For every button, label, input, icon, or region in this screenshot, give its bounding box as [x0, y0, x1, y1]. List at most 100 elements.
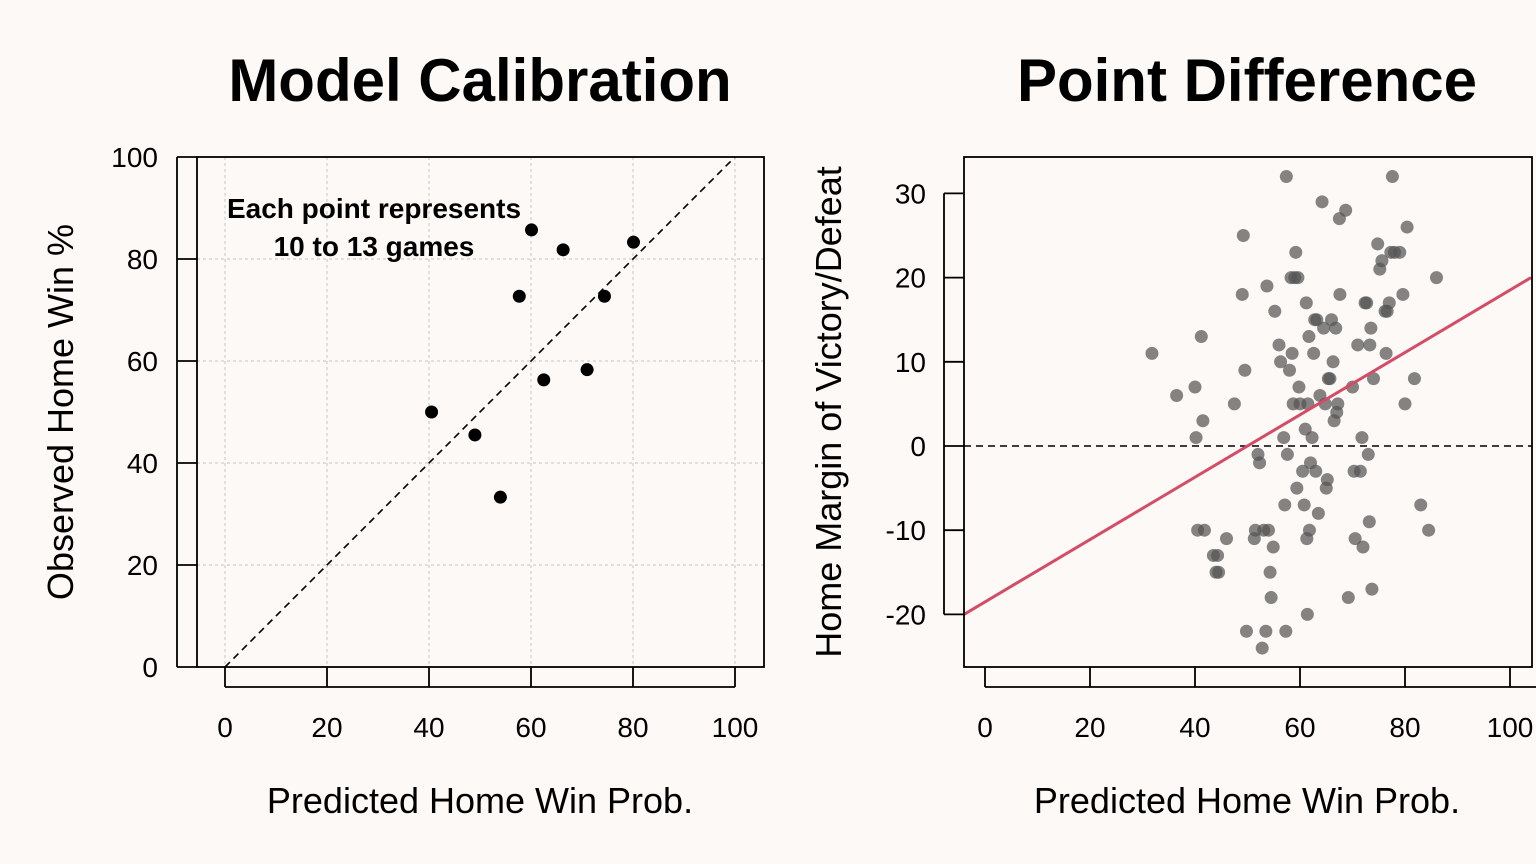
margin-point	[1145, 346, 1159, 360]
margin-point	[1274, 355, 1288, 369]
calibration-reference-line	[224, 156, 736, 668]
margin-point	[1382, 296, 1396, 310]
margin-point	[1290, 481, 1304, 495]
y-tick-label: -20	[886, 599, 926, 630]
calibration-point	[425, 405, 439, 419]
margin-point	[1400, 220, 1414, 234]
margin-point	[1292, 380, 1306, 394]
margin-point	[1235, 287, 1249, 301]
calibration-point	[512, 289, 526, 303]
calibration-points	[425, 223, 641, 504]
y-tick-label: 20	[127, 550, 158, 581]
margin-point	[1361, 447, 1375, 461]
margin-point	[1341, 591, 1355, 605]
regression-fit-line	[963, 276, 1532, 616]
margin-point	[1299, 296, 1313, 310]
margin-point	[1339, 203, 1353, 217]
margin-point	[1300, 607, 1314, 621]
margin-point	[1253, 456, 1267, 470]
margin-point	[1259, 624, 1273, 638]
margin-point	[1238, 363, 1252, 377]
point-difference-panel: Point Difference 0 20 40 60 80 100 -20 -10 0 10 2…	[808, 47, 1536, 821]
margin-point	[1239, 624, 1253, 638]
point-difference-y-axis: -20 -10 0 10 20 30	[886, 178, 964, 630]
y-tick-label: 20	[895, 263, 926, 294]
y-tick-label: 0	[910, 431, 926, 462]
margin-point	[1356, 540, 1370, 554]
margin-point	[1326, 355, 1340, 369]
x-tick-label: 60	[515, 712, 546, 743]
margin-point	[1307, 346, 1321, 360]
calibration-y-axis: 0 20 40 60 80 100	[111, 142, 197, 683]
margin-point	[1430, 271, 1443, 285]
margin-point	[1297, 498, 1311, 512]
calibration-panel: Model Calibration 0 20 40 60 80 100 0 20 40 60 80…	[40, 47, 765, 821]
margin-point	[1385, 170, 1399, 184]
margin-point	[1262, 523, 1275, 537]
margin-point	[1272, 338, 1286, 352]
y-tick-label: 80	[127, 244, 158, 275]
margin-point	[1355, 431, 1369, 445]
point-difference-title: Point Difference	[1017, 47, 1477, 114]
margin-point	[1302, 330, 1316, 344]
margin-point	[1197, 523, 1211, 537]
margin-point	[1396, 287, 1410, 301]
margin-point	[1407, 372, 1421, 386]
y-tick-label: -10	[886, 515, 926, 546]
margin-point	[1291, 271, 1305, 285]
calibration-point	[468, 428, 482, 442]
y-tick-label: 30	[895, 178, 926, 209]
x-tick-label: 20	[311, 712, 342, 743]
x-tick-label: 100	[1487, 712, 1534, 743]
margin-point	[1302, 523, 1316, 537]
y-tick-label: 100	[111, 142, 158, 173]
margin-point	[1393, 245, 1407, 259]
x-tick-label: 0	[977, 712, 993, 743]
margin-point	[1333, 287, 1347, 301]
calibration-point	[627, 235, 641, 249]
margin-point	[1279, 624, 1293, 638]
margin-point	[1296, 464, 1310, 478]
point-difference-x-axis: 0 20 40 60 80 100	[977, 667, 1536, 743]
margin-point	[1278, 498, 1292, 512]
margin-point	[1371, 237, 1385, 251]
margin-point	[1365, 582, 1379, 596]
margin-point	[1379, 346, 1393, 360]
margin-point	[1364, 321, 1378, 335]
point-difference-points	[1145, 170, 1443, 655]
margin-point	[1311, 506, 1325, 520]
margin-point	[1283, 363, 1296, 377]
y-tick-label: 60	[127, 346, 158, 377]
x-tick-label: 60	[1284, 712, 1315, 743]
x-tick-label: 80	[1389, 712, 1420, 743]
margin-point	[1260, 279, 1274, 293]
margin-point	[1280, 447, 1294, 461]
margin-point	[1194, 330, 1208, 344]
x-tick-label: 40	[413, 712, 444, 743]
margin-point	[1268, 304, 1282, 318]
calibration-plot-frame	[196, 156, 765, 668]
y-tick-label: 40	[127, 448, 158, 479]
margin-point	[1266, 540, 1280, 554]
margin-point	[1212, 565, 1226, 579]
calibration-x-axis: 0 20 40 60 80 100	[217, 667, 758, 743]
margin-point	[1414, 498, 1428, 512]
margin-point	[1348, 532, 1362, 546]
margin-point	[1220, 532, 1233, 546]
point-difference-plot-frame	[963, 156, 1533, 668]
calibration-y-label: Observed Home Win %	[40, 224, 81, 600]
margin-point	[1279, 170, 1293, 184]
margin-point	[1189, 431, 1203, 445]
calibration-title: Model Calibration	[228, 47, 731, 114]
x-tick-label: 100	[712, 712, 759, 743]
margin-point	[1422, 523, 1436, 537]
x-tick-label: 40	[1179, 712, 1210, 743]
calibration-x-label: Predicted Home Win Prob.	[267, 780, 693, 821]
x-tick-label: 0	[217, 712, 233, 743]
y-tick-label: 10	[895, 347, 926, 378]
x-tick-label: 80	[617, 712, 648, 743]
margin-point	[1285, 346, 1299, 360]
margin-point	[1289, 245, 1303, 259]
margin-point	[1263, 565, 1277, 579]
margin-point	[1227, 397, 1241, 411]
